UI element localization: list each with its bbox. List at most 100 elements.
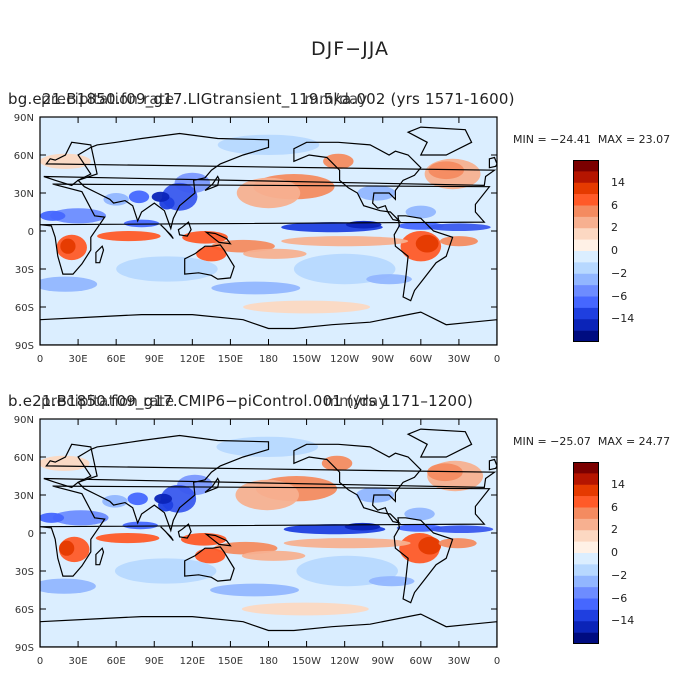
- precip-blob: [438, 538, 477, 549]
- colorbar-label: 2: [611, 221, 618, 235]
- precip-blob: [281, 236, 409, 247]
- colorbar-swatch: [573, 507, 599, 520]
- colorbar-swatch: [573, 541, 599, 554]
- precip-blob: [344, 522, 381, 531]
- lon-tick-label: 30W: [448, 656, 471, 667]
- colorbar-label: 0: [611, 546, 618, 559]
- colorbar-label: −6: [611, 591, 628, 605]
- precip-blob: [241, 550, 306, 561]
- precip-blob: [236, 177, 301, 209]
- precip-blob: [404, 507, 435, 521]
- lat-tick-label: 30S: [15, 567, 34, 578]
- precip-blob: [40, 276, 98, 292]
- precip-blob: [40, 578, 96, 594]
- lat-tick-label: 90N: [14, 415, 34, 426]
- coastline-uk: [488, 458, 497, 471]
- colorbar-swatch: [573, 296, 599, 309]
- coastline-australia: [184, 244, 235, 280]
- colorbar-swatch: [573, 273, 599, 286]
- colorbar-frame: [573, 462, 599, 644]
- precip-blob: [114, 558, 217, 584]
- colorbar-label: 0: [611, 244, 618, 257]
- coastline-japan: [204, 175, 220, 192]
- colorbar-swatch: [573, 496, 599, 508]
- figure-title: DJF−JJA: [311, 38, 389, 60]
- lon-tick-label: 90E: [145, 656, 164, 667]
- coastline-borneo: [177, 523, 192, 539]
- lon-tick-label: 90E: [145, 354, 164, 365]
- colorbar-label: 6: [611, 500, 618, 514]
- precip-blob: [102, 495, 128, 508]
- lon-tick-label: 150W: [292, 354, 321, 365]
- lat-tick-label: 30N: [14, 189, 34, 200]
- colorbar-swatch: [573, 285, 599, 297]
- panel-1-run-label: bg.e21.B1850.f09_g17.LIGtransient_119.5k…: [8, 90, 515, 108]
- precip-blob: [59, 540, 75, 556]
- map-panel-1: bg.e21.B1850.f09_g17.LIGtransient_119.5k…: [0, 90, 700, 380]
- precip-blob: [405, 205, 437, 219]
- precip-blob: [439, 236, 478, 247]
- lon-tick-label: 90W: [371, 656, 394, 667]
- precip-blob: [123, 219, 160, 228]
- lat-tick-label: 60N: [14, 151, 34, 162]
- lat-tick-label: 90S: [15, 341, 34, 352]
- coastline-northamerica: [293, 443, 422, 524]
- panel-2-run-label: b.e21.B1850.f09_g17.CMIP6−piControl.001 …: [8, 392, 474, 410]
- colorbar-frame: [573, 160, 599, 342]
- lon-tick-label: 30E: [69, 354, 88, 365]
- coastline-antarctica: [40, 311, 497, 345]
- lon-tick-label: 60E: [107, 656, 126, 667]
- coastline-australia: [184, 546, 235, 582]
- lon-tick-label: 150W: [292, 656, 321, 667]
- axis-ticks: [39, 116, 498, 346]
- coastline-madagascar: [95, 547, 105, 566]
- precip-blob: [52, 510, 109, 526]
- colorbar-swatch: [573, 462, 599, 474]
- precip-blob: [40, 210, 66, 221]
- coastline-japan: [204, 477, 220, 494]
- coastline-asia: [77, 434, 270, 533]
- precip-blob: [415, 234, 439, 253]
- coastline-northamerica: [293, 141, 422, 222]
- precip-blob: [40, 153, 91, 169]
- lon-tick-label: 120E: [180, 656, 205, 667]
- colorbar-swatch: [573, 484, 599, 497]
- coastline-europe: [43, 443, 497, 489]
- precip-blob: [95, 533, 160, 544]
- colorbar-swatch: [573, 239, 599, 252]
- colorbar-swatch: [573, 182, 599, 195]
- lon-tick-label: 30E: [69, 656, 88, 667]
- precip-blob: [368, 576, 415, 587]
- colorbar-swatch: [573, 319, 599, 331]
- colorbar-swatch: [573, 553, 599, 565]
- lon-tick-label: 0: [37, 354, 43, 365]
- colorbar-swatch: [573, 575, 599, 588]
- coastline-europe: [43, 141, 497, 187]
- colorbar-swatch: [573, 587, 599, 599]
- precip-blob: [427, 463, 463, 482]
- lon-tick-label: 90W: [371, 354, 394, 365]
- precip-blob: [366, 274, 412, 285]
- coastline-greenland: [406, 428, 473, 458]
- precip-blob: [128, 190, 150, 204]
- colorbar-swatch: [573, 632, 599, 644]
- colorbar-label: −14: [611, 614, 635, 628]
- precip-field: [40, 134, 491, 314]
- precip-blob: [127, 492, 148, 506]
- lat-tick-label: 0: [28, 227, 34, 238]
- precip-blob: [154, 493, 173, 504]
- precip-blob: [323, 153, 354, 169]
- coastline-greenland: [406, 126, 473, 156]
- panel-2-colorbar: [573, 462, 599, 644]
- lat-tick-label: 90S: [15, 643, 34, 654]
- colorbar-label: −14: [611, 312, 635, 326]
- coastline-sumatra: [160, 224, 174, 239]
- colorbar-swatch: [573, 216, 599, 229]
- precip-blob: [321, 455, 353, 471]
- colorbar-swatch: [573, 251, 599, 263]
- lat-tick-label: 90N: [14, 113, 34, 124]
- precip-blob: [345, 220, 382, 229]
- coastline-antarctica: [40, 613, 497, 647]
